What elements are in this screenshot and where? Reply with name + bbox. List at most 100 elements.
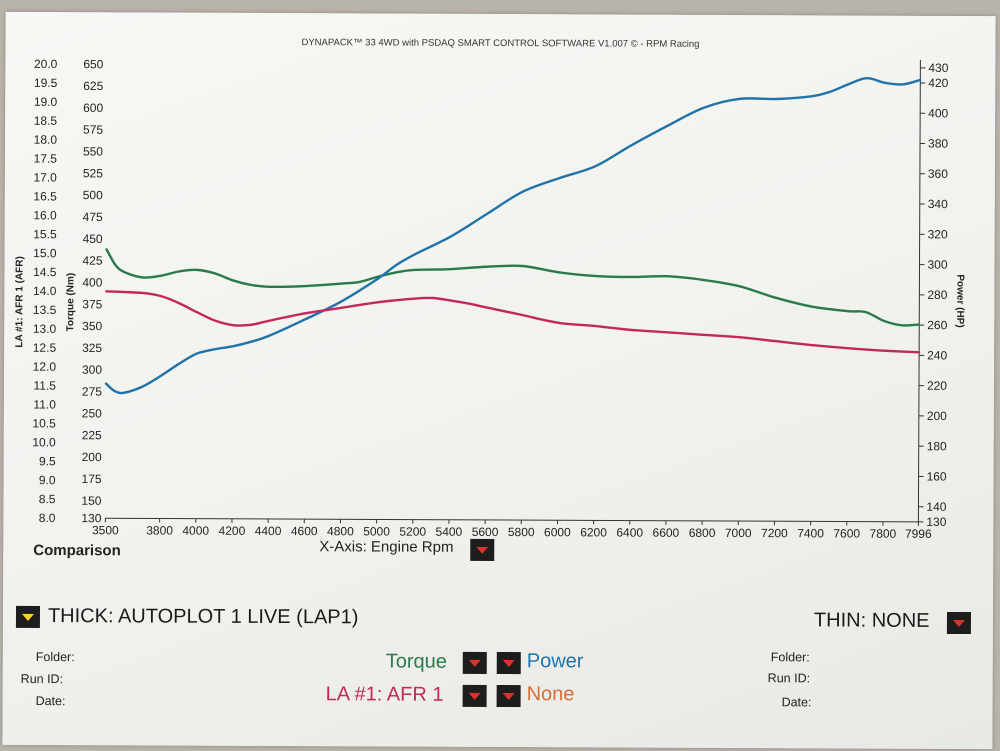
afr-tick-label: 19.5 <box>34 76 58 90</box>
torque-tick-label: 375 <box>82 297 102 311</box>
chevron-down-icon <box>503 693 515 700</box>
torque-tick-label: 450 <box>83 232 103 246</box>
power-tick-label: 260 <box>927 318 947 332</box>
x-axis-dropdown-button[interactable] <box>470 539 494 561</box>
none-channel-label: None <box>527 683 575 706</box>
afr-tick-label: 16.5 <box>33 189 57 203</box>
x-tick-label: 6200 <box>580 525 607 539</box>
torque-tick-label: 400 <box>82 275 102 289</box>
power-tick-label: 360 <box>928 167 948 181</box>
thick-run-dropdown-button[interactable] <box>16 606 40 628</box>
torque-channel-label: Torque <box>386 651 447 674</box>
afr-tick-label: 10.0 <box>32 435 56 449</box>
x-axis-line <box>105 518 918 522</box>
torque-tick-label: 500 <box>83 188 103 202</box>
run-id-label-left: Run ID: <box>21 672 63 686</box>
x-tick-label: 4000 <box>182 524 209 538</box>
x-tick-label: 5000 <box>363 524 390 538</box>
afr-axis-label: LA #1: AFR 1 (AFR) <box>14 256 25 348</box>
afr-tick-label: 13.0 <box>33 322 57 336</box>
chevron-down-icon <box>469 692 481 699</box>
x-tick-label: 5200 <box>399 525 426 539</box>
x-tick-label: 4200 <box>219 524 246 538</box>
torque-tick-label: 150 <box>81 494 101 508</box>
afr-tick-label: 17.0 <box>33 170 57 184</box>
comparison-label: Comparison <box>33 542 121 559</box>
afr-tick-label: 15.5 <box>33 227 57 241</box>
power-series-line <box>106 75 920 397</box>
torque-tick-label: 275 <box>82 385 102 399</box>
torque-tick-label: 200 <box>82 450 102 464</box>
chevron-down-icon <box>953 619 965 626</box>
power-tick-label: 180 <box>927 439 947 453</box>
torque-tick-label: 475 <box>83 210 103 224</box>
x-tick-label: 7400 <box>797 526 824 540</box>
x-tick-label: 4800 <box>327 524 354 538</box>
torque-tick-label: 425 <box>82 254 102 268</box>
torque-tick-label: 175 <box>82 472 102 486</box>
torque-tick-label: 600 <box>83 101 103 115</box>
x-tick-label: 5800 <box>508 525 535 539</box>
afr-channel-label: LA #1: AFR 1 <box>326 683 444 707</box>
torque-channel-dropdown[interactable] <box>463 652 487 674</box>
date-label-right: Date: <box>782 695 812 709</box>
power-tick-label: 130 <box>926 515 946 529</box>
x-tick-label: 7000 <box>725 526 752 540</box>
torque-tick-label: 130 <box>81 511 101 525</box>
afr-tick-label: 18.0 <box>34 133 58 147</box>
power-tick-label: 280 <box>927 288 947 302</box>
thin-run-label: THIN: NONE <box>814 609 930 633</box>
torque-tick-label: 325 <box>82 341 102 355</box>
afr-tick-label: 20.0 <box>34 57 58 71</box>
x-tick-label: 7600 <box>833 526 860 540</box>
x-tick-label: 6800 <box>689 526 716 540</box>
power-tick-label: 200 <box>927 409 947 423</box>
afr-tick-label: 9.0 <box>39 473 56 487</box>
afr-tick-label: 14.5 <box>33 265 57 279</box>
afr-tick-label: 11.5 <box>33 379 56 393</box>
thin-run-dropdown-button[interactable] <box>947 612 971 634</box>
chart-title: DYNAPACK™ 33 4WD with PSDAQ SMART CONTRO… <box>301 37 699 50</box>
torque-axis-label: Torque (Nm) <box>65 273 76 332</box>
folder-label-left: Folder: <box>36 650 75 664</box>
x-tick-label: 5600 <box>472 525 499 539</box>
date-label-left: Date: <box>36 694 66 708</box>
power-tick-label: 380 <box>928 137 948 151</box>
afr-tick-label: 15.0 <box>33 246 57 260</box>
folder-label-right: Folder: <box>771 650 810 664</box>
afr-tick-label: 16.0 <box>33 208 57 222</box>
chevron-down-icon <box>22 613 34 620</box>
power-axis-label: Power (HP) <box>954 274 965 327</box>
chevron-down-icon <box>469 659 481 666</box>
torque-tick-label: 575 <box>83 123 103 137</box>
power-tick-label: 420 <box>928 76 948 90</box>
afr-tick-label: 9.5 <box>39 454 56 468</box>
x-tick-label: 6000 <box>544 525 571 539</box>
power-tick-label: 300 <box>927 258 947 272</box>
afr-tick-label: 18.5 <box>34 114 58 128</box>
chevron-down-icon <box>503 660 515 667</box>
torque-tick-label: 550 <box>83 144 103 158</box>
power-tick-label: 160 <box>927 469 947 483</box>
x-tick-label: 3500 <box>92 523 119 537</box>
power-axis-line <box>918 60 920 522</box>
x-tick-label: 5400 <box>436 525 463 539</box>
torque-tick-label: 650 <box>83 57 103 71</box>
power-tick-label: 240 <box>927 348 947 362</box>
dyno-sheet: DYNAPACK™ 33 4WD with PSDAQ SMART CONTRO… <box>2 12 995 749</box>
power-tick-label: 400 <box>928 106 948 120</box>
torque-tick-label: 525 <box>83 166 103 180</box>
afr-tick-label: 8.5 <box>39 492 56 506</box>
x-tick-label: 3800 <box>146 523 173 537</box>
x-axis-selector-label[interactable]: X-Axis: Engine Rpm <box>319 538 453 556</box>
afr-tick-label: 11.0 <box>33 397 56 411</box>
afr-channel-dropdown[interactable] <box>463 685 487 707</box>
power-tick-label: 220 <box>927 379 947 393</box>
power-tick-label: 320 <box>928 227 948 241</box>
power-channel-dropdown[interactable] <box>497 652 521 674</box>
thick-run-label: THICK: AUTOPLOT 1 LIVE (LAP1) <box>48 605 359 629</box>
torque-tick-label: 300 <box>82 363 102 377</box>
afr-tick-label: 17.5 <box>34 152 58 166</box>
none-channel-dropdown[interactable] <box>497 685 521 707</box>
power-channel-label: Power <box>527 650 584 673</box>
